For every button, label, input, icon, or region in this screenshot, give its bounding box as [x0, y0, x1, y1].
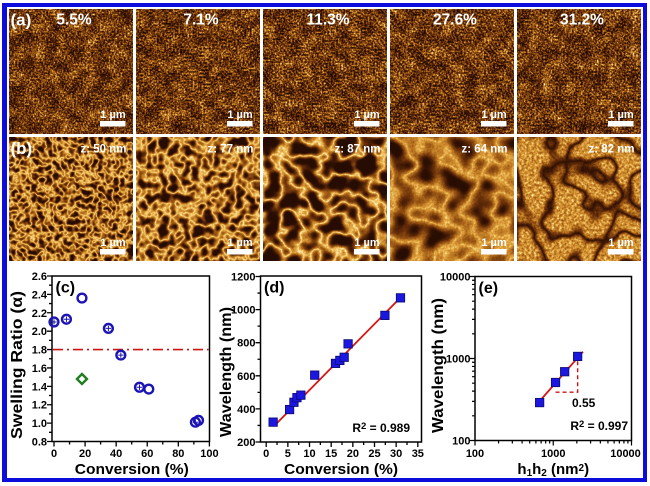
svg-text:10000: 10000	[610, 448, 641, 460]
svg-text:800: 800	[237, 338, 255, 350]
svg-text:z: 50 nm: z: 50 nm	[80, 144, 126, 156]
svg-text:20: 20	[79, 448, 91, 460]
svg-text:5.5%: 5.5%	[56, 12, 92, 29]
svg-text:Swelling Ratio (α): Swelling Ratio (α)	[9, 291, 26, 439]
svg-text:0: 0	[263, 448, 269, 460]
svg-text:25: 25	[368, 448, 380, 460]
svg-text:z: 82 nm: z: 82 nm	[588, 144, 634, 156]
svg-text:15: 15	[325, 448, 337, 460]
svg-text:(d): (d)	[264, 280, 284, 297]
svg-text:R2 = 0.989: R2 = 0.989	[352, 421, 410, 435]
svg-text:1 µm: 1 µm	[481, 237, 507, 249]
svg-text:2.4: 2.4	[32, 289, 48, 301]
svg-text:1000: 1000	[231, 305, 255, 317]
svg-text:5: 5	[285, 448, 291, 460]
svg-text:h1h2 (nm2): h1h2 (nm2)	[517, 461, 589, 479]
svg-text:31.2%: 31.2%	[560, 12, 604, 29]
svg-text:60: 60	[141, 448, 153, 460]
svg-text:1.8: 1.8	[32, 345, 47, 357]
svg-text:1200: 1200	[231, 272, 255, 284]
svg-text:7.1%: 7.1%	[183, 12, 219, 29]
svg-text:Wavelength (nm): Wavelength (nm)	[218, 307, 235, 437]
svg-text:R2 = 0.997: R2 = 0.997	[570, 419, 628, 433]
svg-text:20: 20	[347, 448, 359, 460]
svg-text:40: 40	[110, 448, 122, 460]
svg-text:30: 30	[390, 448, 402, 460]
svg-text:2.0: 2.0	[32, 326, 47, 338]
svg-text:10000: 10000	[440, 272, 471, 284]
svg-text:0: 0	[51, 448, 57, 460]
svg-text:1000: 1000	[446, 354, 470, 366]
svg-text:11.3%: 11.3%	[306, 12, 349, 29]
svg-text:100: 100	[466, 448, 484, 460]
svg-text:(e): (e)	[479, 280, 499, 297]
svg-text:(c): (c)	[56, 280, 76, 297]
svg-text:1000: 1000	[541, 448, 565, 460]
svg-text:1 µm: 1 µm	[227, 237, 253, 249]
svg-text:1 µm: 1 µm	[354, 237, 380, 249]
svg-text:100: 100	[452, 436, 470, 448]
svg-text:1 µm: 1 µm	[608, 109, 634, 121]
svg-text:z: 87 nm: z: 87 nm	[334, 144, 380, 156]
svg-text:1.6: 1.6	[32, 363, 47, 375]
svg-text:1 µm: 1 µm	[608, 237, 634, 249]
svg-text:1.0: 1.0	[32, 418, 47, 430]
svg-text:35: 35	[412, 448, 424, 460]
svg-text:1.4: 1.4	[32, 381, 48, 393]
svg-text:Conversion (%): Conversion (%)	[284, 461, 398, 478]
svg-text:z: 77 nm: z: 77 nm	[207, 144, 253, 156]
svg-text:10: 10	[303, 448, 315, 460]
svg-text:z: 64 nm: z: 64 nm	[461, 144, 507, 156]
svg-text:100: 100	[200, 448, 218, 460]
svg-text:600: 600	[237, 371, 255, 383]
svg-text:1 µm: 1 µm	[354, 109, 380, 121]
svg-text:(a): (a)	[11, 11, 32, 30]
svg-text:1.2: 1.2	[32, 400, 47, 412]
svg-text:(b): (b)	[11, 139, 33, 158]
svg-text:1 µm: 1 µm	[481, 109, 507, 121]
svg-text:80: 80	[172, 448, 184, 460]
svg-text:2.2: 2.2	[32, 308, 47, 320]
svg-text:2.6: 2.6	[32, 271, 47, 283]
svg-text:1 µm: 1 µm	[100, 237, 126, 249]
svg-text:0.55: 0.55	[572, 396, 596, 410]
svg-text:200: 200	[237, 437, 255, 449]
svg-text:1 µm: 1 µm	[227, 109, 253, 121]
svg-text:0.8: 0.8	[32, 437, 47, 449]
svg-text:Wavelength (nm): Wavelength (nm)	[430, 298, 447, 433]
svg-text:27.6%: 27.6%	[433, 12, 477, 29]
svg-text:Conversion (%): Conversion (%)	[75, 461, 189, 478]
svg-text:400: 400	[237, 404, 255, 416]
svg-text:1 µm: 1 µm	[100, 109, 126, 121]
